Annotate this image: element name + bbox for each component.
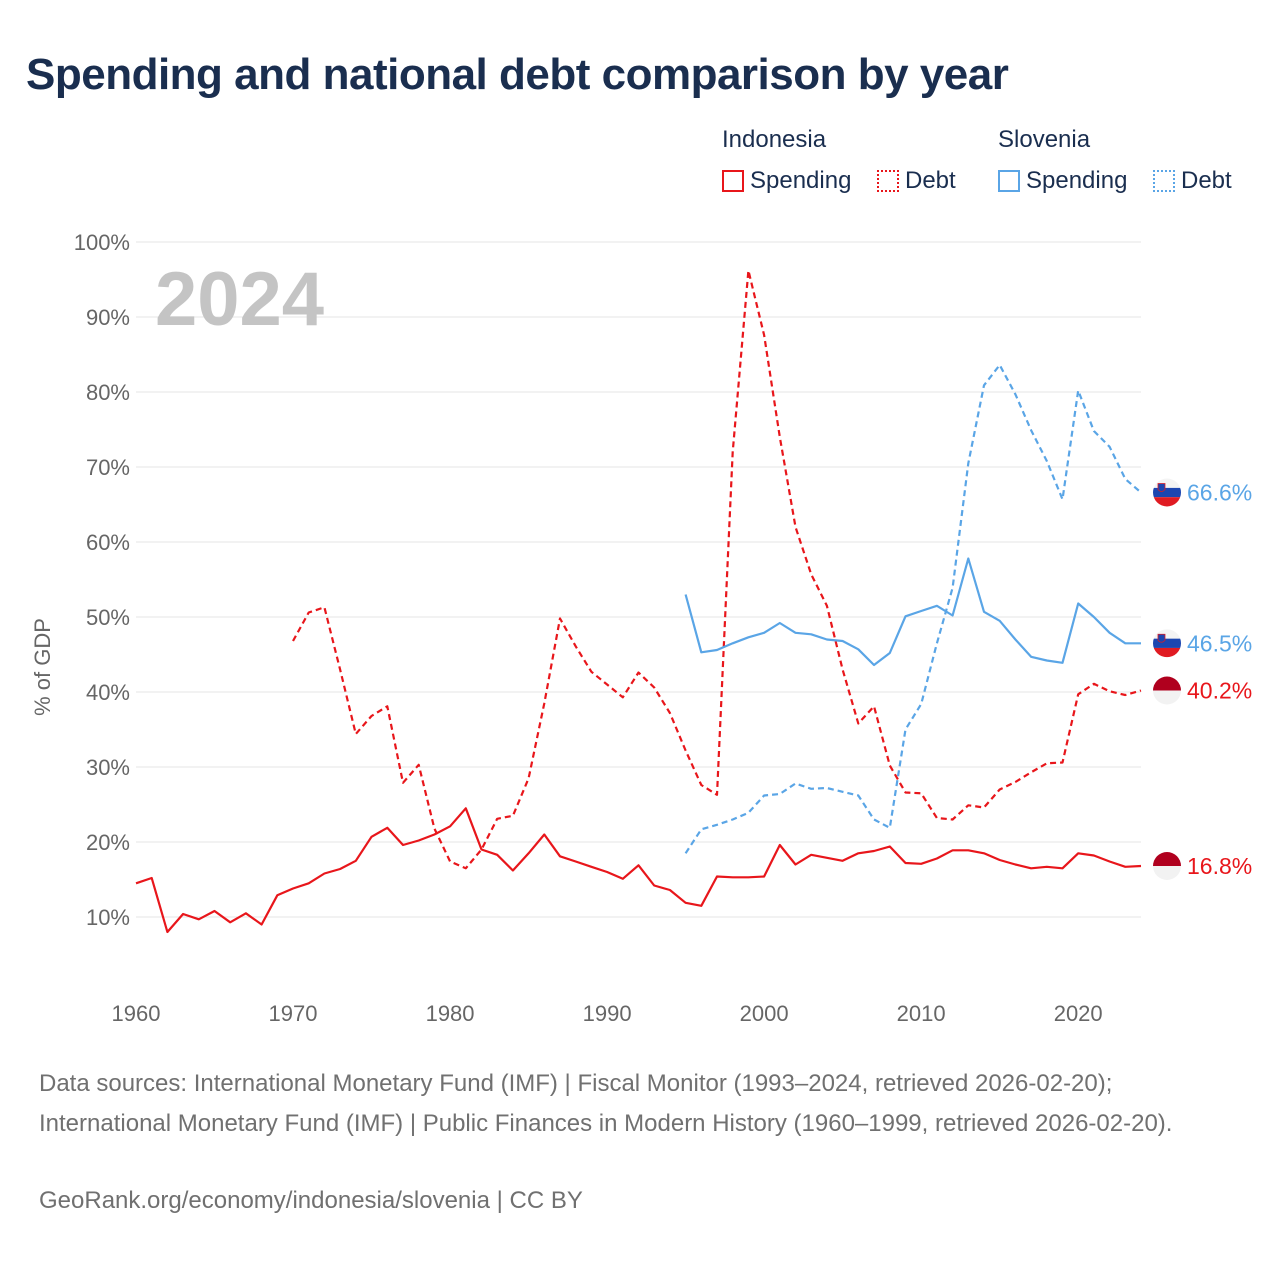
y-tick-label: 60% (86, 530, 130, 555)
x-tick-label: 1980 (426, 1001, 475, 1026)
legend-label: Spending (1026, 167, 1128, 194)
chart-title: Spending and national debt comparison by… (26, 50, 1009, 99)
legend-swatch-solid-blue (998, 170, 1020, 192)
legend-indonesia-spending[interactable]: Spending (722, 166, 851, 196)
flag-coat-of-arms (1157, 633, 1166, 643)
y-tick-label: 10% (86, 905, 130, 930)
flag-stripe-white (1153, 866, 1181, 880)
flag-body (1153, 629, 1181, 658)
flag-stripe-white (1153, 629, 1181, 639)
slovenia-flag-icon (1153, 478, 1181, 507)
series-line-slovenia-debt (684, 363, 1142, 854)
legend-indonesia-debt[interactable]: Debt (877, 166, 956, 196)
flag-stripe-red (1153, 852, 1181, 866)
flag-stripe-red (1153, 497, 1181, 507)
y-tick-label: 30% (86, 755, 130, 780)
x-tick-label: 1960 (112, 1001, 161, 1026)
flag-stripe-blue (1153, 638, 1181, 648)
end-value-label: 66.6% (1187, 480, 1252, 506)
y-tick-label: 100% (74, 230, 130, 255)
flag-stripe-red (1153, 647, 1181, 658)
indonesia-flag-icon (1153, 852, 1181, 880)
legend-swatch-solid-red (722, 170, 744, 192)
flag-coat-of-arms (1157, 483, 1166, 492)
flag-body (1153, 478, 1181, 507)
legend-label: Spending (750, 167, 852, 194)
line-chart: 10% 20% 30% 40% 50% 60% 70% 80% 90% 100% 1960 1970 1… (30, 230, 1252, 1026)
y-tick-label: 70% (86, 455, 130, 480)
end-value-label: 46.5% (1187, 630, 1252, 656)
series-line-indonesia-debt (292, 269, 1142, 870)
legend-group-slovenia: Slovenia (998, 126, 1091, 153)
slovenia-flag-icon (1153, 629, 1181, 658)
x-tick-label: 2000 (740, 1001, 789, 1026)
flag-stripe-red (1153, 676, 1181, 691)
y-axis-label: % of GDP (30, 618, 55, 716)
series-line-indonesia-spending (135, 807, 1142, 934)
legend-label: Debt (1181, 167, 1232, 194)
legend-swatch-dotted-red (877, 170, 899, 192)
y-tick-label: 20% (86, 830, 130, 855)
data-sources: Data sources: International Monetary Fun… (39, 1070, 1173, 1137)
end-value-label: 16.8% (1187, 853, 1252, 879)
flag-body (1153, 676, 1181, 705)
flag-stripe-white (1153, 478, 1181, 488)
y-tick-label: 40% (86, 680, 130, 705)
legend-slovenia-spending[interactable]: Spending (998, 166, 1127, 196)
legend-group-indonesia: Indonesia (722, 126, 827, 153)
end-value-label: 40.2% (1187, 678, 1252, 704)
x-tick-label: 2010 (897, 1001, 946, 1026)
y-tick-label: 50% (86, 605, 130, 630)
x-tick-label: 1990 (583, 1001, 632, 1026)
legend-label: Debt (905, 167, 956, 194)
footer-credit: GeoRank.org/economy/indonesia/slovenia |… (39, 1187, 583, 1214)
legend-swatch-dotted-blue (1153, 170, 1175, 192)
x-tick-label: 1970 (269, 1001, 318, 1026)
x-tick-label: 2020 (1054, 1001, 1103, 1026)
y-tick-label: 80% (86, 380, 130, 405)
flag-stripe-white (1153, 690, 1181, 705)
flag-stripe-blue (1153, 487, 1181, 498)
year-watermark: 2024 (155, 257, 324, 342)
y-tick-label: 90% (86, 305, 130, 330)
series-line-slovenia-spending (684, 557, 1141, 667)
legend-slovenia-debt[interactable]: Debt (1153, 166, 1232, 196)
indonesia-flag-icon (1153, 676, 1181, 705)
flag-body (1153, 852, 1181, 880)
